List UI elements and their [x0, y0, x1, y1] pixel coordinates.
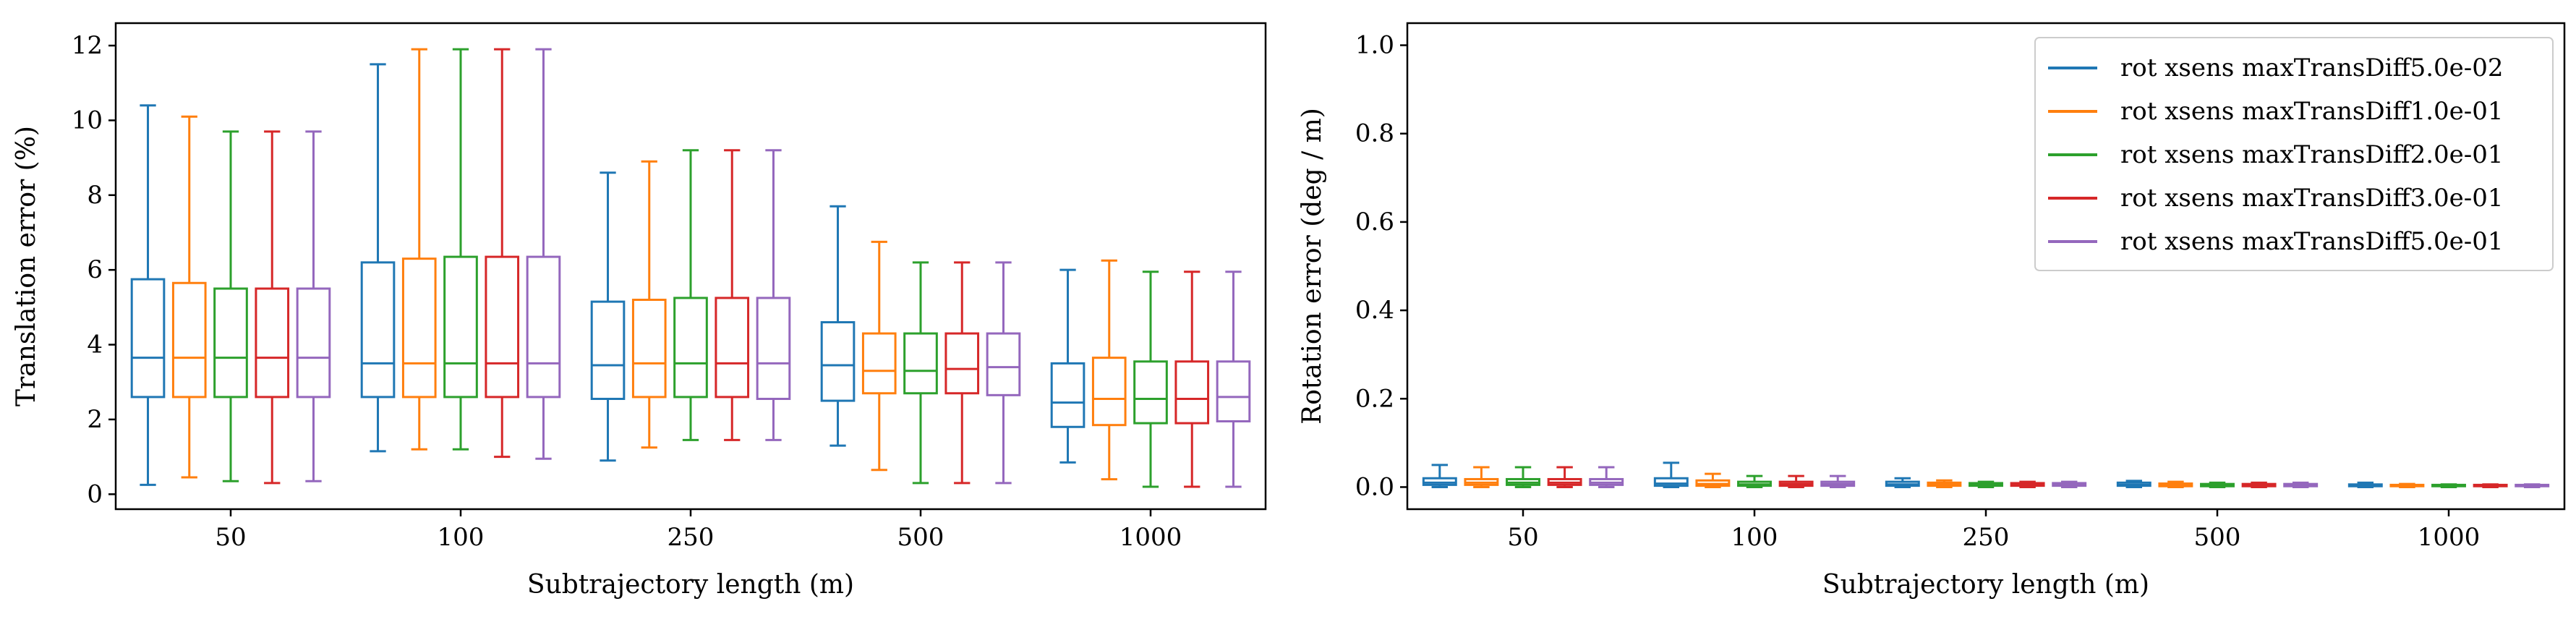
box-3-1000	[1133, 270, 1168, 488]
box-5-50	[1589, 466, 1624, 488]
box-5-250	[756, 149, 791, 441]
box-2-100	[401, 48, 437, 451]
y-tick-label: 4	[87, 331, 103, 359]
x-tick-label: 1000	[1119, 523, 1182, 552]
box-1-1000	[1050, 268, 1086, 464]
box-3-500	[2200, 481, 2235, 488]
y-tick-label: 0.2	[1355, 384, 1394, 413]
legend-entry-2: rot xsens maxTransDiff1.0e-01	[2120, 97, 2504, 126]
x-axis-label: Subtrajectory length (m)	[527, 570, 854, 600]
x-tick-label: 100	[1731, 523, 1778, 552]
box-1-50	[1422, 464, 1457, 488]
box-5-500	[986, 261, 1021, 485]
box-5-250	[2052, 480, 2087, 488]
box-3-500	[903, 261, 938, 485]
box-3-50	[1506, 466, 1540, 488]
box-2-100	[1695, 472, 1731, 488]
box-2-50	[171, 115, 207, 479]
y-tick-label: 0.4	[1355, 296, 1394, 325]
x-axis-label: Subtrajectory length (m)	[1822, 570, 2149, 600]
x-tick-label: 250	[668, 523, 715, 552]
box-1-500	[820, 205, 856, 447]
x-tick-label: 500	[2194, 523, 2241, 552]
box-1-250	[590, 171, 626, 462]
y-axis-label: Rotation error (deg / m)	[1297, 108, 1327, 425]
box-1-250	[1885, 477, 1920, 488]
legend: rot xsens maxTransDiff5.0e-02 rot xsens m…	[2034, 37, 2554, 271]
box-2-250	[1927, 479, 1962, 488]
box-2-50	[1464, 466, 1499, 488]
chart-panel-2: 0.0 0.2 0.4 0.6 0.8 1.0 50 100 250 500 1000 Subtraj…	[1297, 22, 2566, 600]
box-3-100	[1737, 474, 1772, 488]
box-4-250	[2010, 480, 2045, 488]
box-5-100	[526, 48, 561, 460]
x-tick-label: 50	[1507, 523, 1538, 552]
box-3-250	[673, 149, 708, 441]
legend-entry-4: rot xsens maxTransDiff3.0e-01	[2120, 184, 2504, 213]
box-5-1000	[2515, 483, 2550, 488]
box-4-50	[1547, 466, 1582, 488]
legend-frame	[2034, 37, 2554, 271]
box-3-250	[1969, 480, 2003, 488]
x-tick-label: 50	[215, 523, 246, 552]
box-2-1000	[1091, 259, 1127, 481]
box-2-500	[861, 240, 897, 472]
y-tick-label: 0.6	[1355, 208, 1394, 237]
chart-panel-1: 0 2 4 6 8 10 12 50 100 250 500 1000 Subtrajectory le…	[12, 22, 1267, 600]
box-1-100	[360, 63, 396, 453]
box-4-100	[485, 48, 520, 459]
y-tick-label: 10	[72, 106, 103, 135]
y-tick-label: 12	[72, 31, 103, 60]
box-4-250	[715, 149, 750, 441]
box-4-100	[1778, 474, 1814, 488]
x-tick-label: 250	[1963, 523, 2010, 552]
box-1-1000	[2347, 481, 2383, 488]
box-1-100	[1653, 461, 1689, 488]
box-1-50	[130, 104, 166, 486]
box-4-50	[255, 130, 290, 485]
box-5-1000	[1216, 270, 1251, 488]
y-tick-label: 2	[87, 405, 103, 434]
y-tick-label: 0	[87, 480, 103, 508]
y-tick-label: 8	[87, 181, 103, 210]
box-5-500	[2283, 481, 2319, 488]
x-tick-label: 100	[438, 523, 485, 552]
box-5-50	[296, 130, 331, 482]
y-tick-label: 0.0	[1355, 472, 1394, 501]
x-tick-label: 500	[897, 523, 944, 552]
y-tick-label: 0.8	[1355, 119, 1394, 148]
box-3-100	[443, 48, 478, 451]
y-tick-label: 6	[87, 255, 103, 284]
legend-entry-1: rot xsens maxTransDiff5.0e-02	[2120, 54, 2504, 82]
box-2-500	[2158, 480, 2193, 488]
box-2-250	[631, 160, 667, 449]
x-tick-label: 1000	[2418, 523, 2481, 552]
y-axis-label: Translation error (%)	[12, 126, 41, 406]
box-4-500	[944, 261, 980, 485]
box-5-100	[1820, 474, 1856, 488]
box-3-50	[213, 130, 248, 482]
legend-entry-3: rot xsens maxTransDiff2.0e-01	[2120, 140, 2504, 169]
box-1-500	[2116, 480, 2151, 488]
legend-entry-5: rot xsens maxTransDiff5.0e-01	[2120, 227, 2504, 256]
box-2-1000	[2389, 482, 2425, 488]
box-4-1000	[1174, 270, 1210, 488]
y-tick-label: 1.0	[1355, 31, 1394, 60]
box-4-500	[2241, 481, 2277, 488]
box-4-1000	[2473, 483, 2508, 488]
box-3-1000	[2431, 483, 2466, 488]
